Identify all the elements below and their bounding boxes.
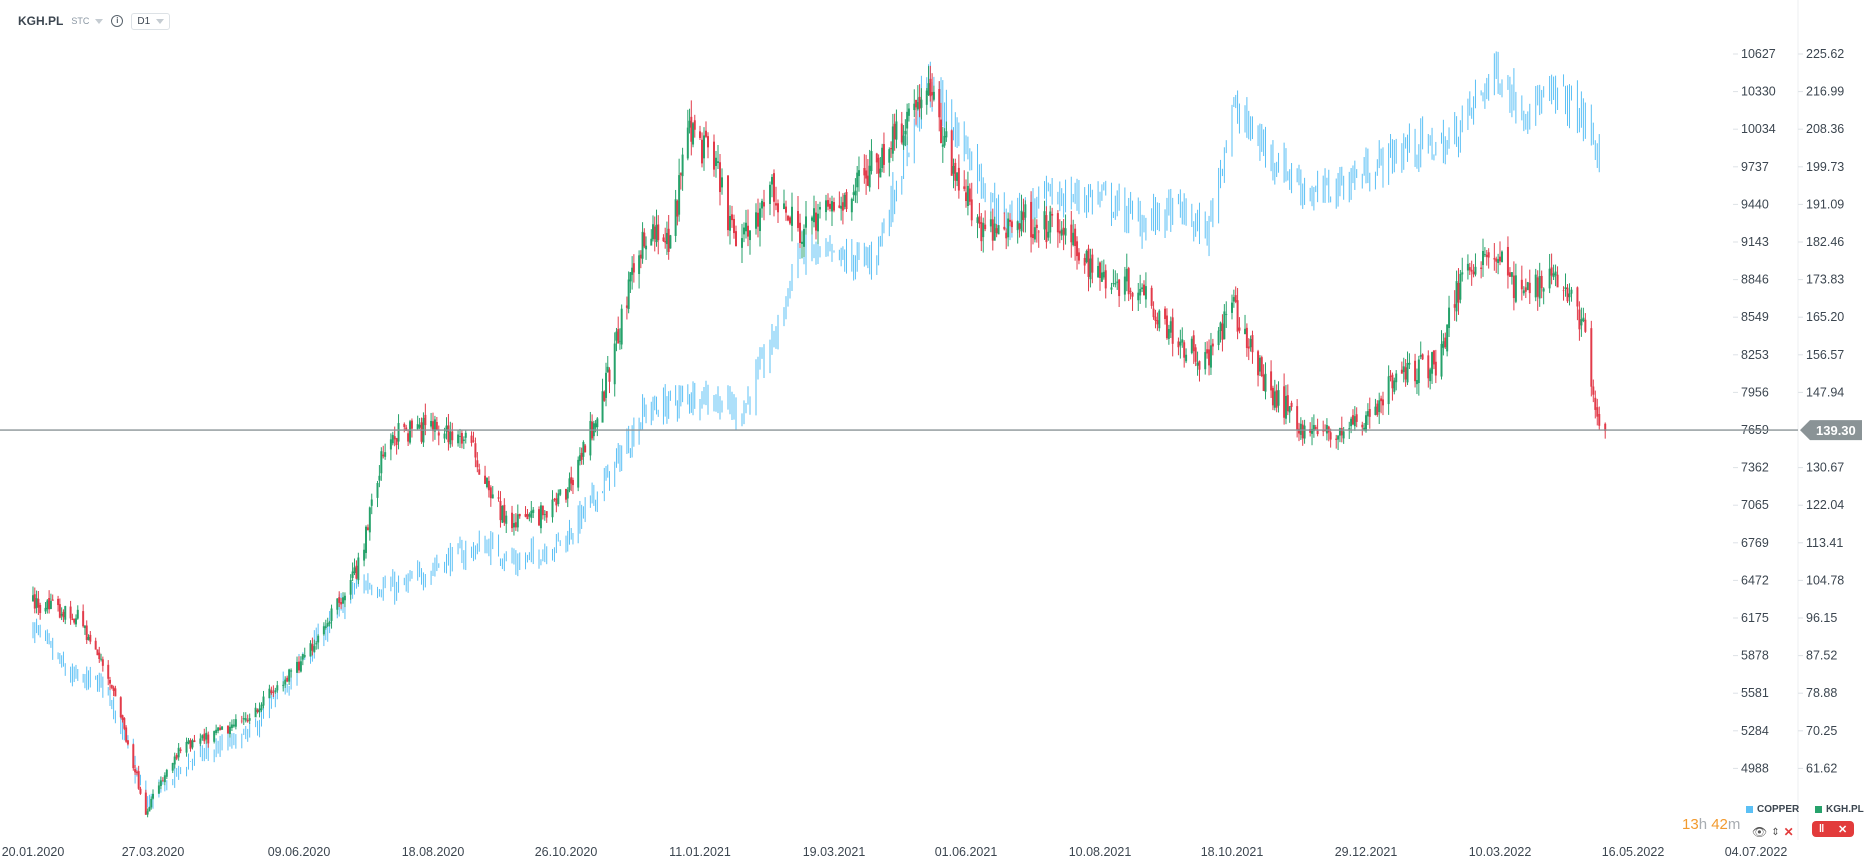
right-axis-label: 122.04 [1806,498,1844,512]
symbol-label: KGH.PL [18,14,64,28]
right-axis-label: 147.94 [1806,385,1844,399]
left-axis-label: 6175 [1741,611,1769,625]
date-axis-label: 16.05.2022 [1602,845,1665,859]
left-axis-label: 5284 [1741,724,1769,738]
chevron-down-icon [95,18,104,24]
date-axis-label: 29.12.2021 [1335,845,1398,859]
left-axis-label: 9143 [1741,235,1769,249]
legend-kgh[interactable]: KGH.PL [1815,804,1864,815]
right-axis-label: 61.62 [1806,761,1837,775]
date-axis-label: 01.06.2021 [935,845,998,859]
info-icon[interactable]: i [111,15,124,27]
date-axis-label: 10.03.2022 [1469,845,1532,859]
eye-icon[interactable]: 👁 [1752,825,1768,839]
date-axis-label: 20.01.2020 [2,845,65,859]
right-axis-label: 70.25 [1806,724,1837,738]
left-axis-label: 5878 [1741,649,1769,663]
right-axis-label: 173.83 [1806,273,1844,287]
candle-timer: 13h 42m [1682,816,1741,833]
right-axis-label: 130.67 [1806,461,1844,475]
right-axis-label: 182.46 [1806,235,1844,249]
right-axis-label: 87.52 [1806,649,1837,663]
legend-copper[interactable]: COPPER [1746,804,1799,815]
up-down-arrows-icon[interactable]: ⇕ [1771,826,1780,838]
left-axis-label: 10330 [1741,85,1776,99]
date-axis-label: 10.08.2021 [1069,845,1132,859]
left-axis-label: 6769 [1741,536,1769,550]
left-axis-label: 8846 [1741,273,1769,287]
chart-type-label: STC [71,16,90,26]
right-axis-label: 165.20 [1806,310,1844,324]
right-axis-label: 216.99 [1806,85,1844,99]
date-axis-label: 26.10.2020 [535,845,598,859]
date-axis-label: 27.03.2020 [122,845,185,859]
close-icon[interactable]: ✕ [1837,823,1848,836]
left-axis-label: 6472 [1741,573,1769,587]
left-axis-label: 7956 [1741,385,1769,399]
copper-controls: 👁 ⇕ ✕ [1752,825,1794,839]
left-axis-label: 7065 [1741,498,1769,512]
left-axis-label: 10034 [1741,122,1776,136]
right-axis-label: 191.09 [1806,197,1844,211]
kgh-color-swatch [1815,806,1822,813]
timeframe-label: D1 [137,15,151,27]
right-axis-label: 208.36 [1806,122,1844,136]
chart-header: KGH.PL STC i D1 [18,10,171,32]
left-axis-label: 7362 [1741,461,1769,475]
current-price-label: 139.30 [1816,423,1856,438]
chevron-down-icon [156,18,165,24]
right-axis-label: 96.15 [1806,611,1837,625]
date-axis-label: 18.10.2021 [1201,845,1264,859]
right-axis-label: 113.41 [1806,536,1843,550]
copper-color-swatch [1746,806,1753,813]
left-axis-label: 8549 [1741,310,1769,324]
left-axis-label: 5581 [1741,686,1769,700]
chart-type-dropdown[interactable]: STC [71,16,104,26]
right-axis-label: 225.62 [1806,47,1844,61]
current-price-badge [1800,420,1862,441]
timeframe-dropdown[interactable]: D1 [131,12,171,30]
right-axis-label: 199.73 [1806,160,1844,174]
right-axis-label: 156.57 [1806,348,1844,362]
date-axis-label: 11.01.2021 [669,845,731,859]
candlestick-icon[interactable]: ‖ [1818,823,1825,835]
left-axis-label: 9737 [1741,160,1769,174]
date-axis-label: 09.06.2020 [268,845,331,859]
right-axis-label: 78.88 [1806,686,1837,700]
date-axis-label: 04.07.2022 [1725,845,1788,859]
right-axis-label: 104.78 [1806,573,1844,587]
left-axis-label: 9440 [1741,197,1769,211]
kgh-series-controls: ‖ ✕ [1812,821,1854,837]
left-axis-label: 10627 [1741,47,1776,61]
date-axis-label: 18.08.2020 [402,845,465,859]
date-axis-label: 19.03.2021 [803,845,866,859]
close-icon[interactable]: ✕ [1783,825,1794,839]
left-axis-label: 4988 [1741,761,1769,775]
left-axis-label: 8253 [1741,348,1769,362]
